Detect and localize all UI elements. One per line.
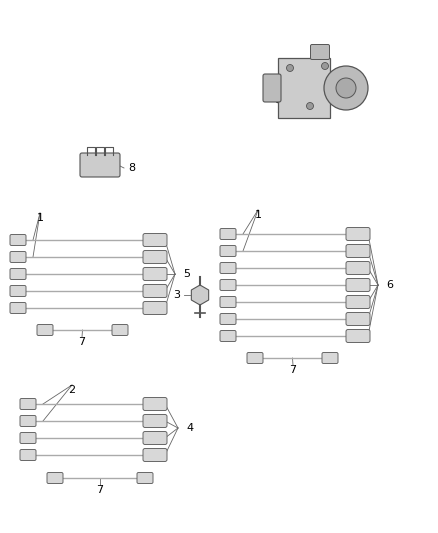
FancyBboxPatch shape xyxy=(10,252,26,262)
FancyBboxPatch shape xyxy=(47,472,63,483)
Text: 5: 5 xyxy=(183,269,190,279)
Text: 7: 7 xyxy=(96,485,103,495)
FancyBboxPatch shape xyxy=(143,268,167,280)
Text: 8: 8 xyxy=(128,163,135,173)
FancyBboxPatch shape xyxy=(20,416,36,426)
Text: 1: 1 xyxy=(36,213,43,223)
FancyBboxPatch shape xyxy=(10,286,26,296)
FancyBboxPatch shape xyxy=(10,303,26,313)
Polygon shape xyxy=(278,58,330,118)
FancyBboxPatch shape xyxy=(322,352,338,364)
FancyBboxPatch shape xyxy=(346,279,370,292)
FancyBboxPatch shape xyxy=(37,325,53,335)
FancyBboxPatch shape xyxy=(143,398,167,410)
FancyBboxPatch shape xyxy=(220,296,236,308)
FancyBboxPatch shape xyxy=(20,432,36,443)
FancyBboxPatch shape xyxy=(220,279,236,290)
FancyBboxPatch shape xyxy=(20,449,36,461)
FancyBboxPatch shape xyxy=(143,302,167,314)
FancyBboxPatch shape xyxy=(220,330,236,342)
FancyBboxPatch shape xyxy=(263,74,281,102)
FancyBboxPatch shape xyxy=(247,352,263,364)
Text: 7: 7 xyxy=(78,337,85,347)
FancyBboxPatch shape xyxy=(143,448,167,462)
Circle shape xyxy=(307,102,314,109)
FancyBboxPatch shape xyxy=(346,262,370,274)
FancyBboxPatch shape xyxy=(143,432,167,445)
FancyBboxPatch shape xyxy=(10,269,26,279)
FancyBboxPatch shape xyxy=(143,285,167,297)
Text: 10: 10 xyxy=(275,95,289,105)
FancyBboxPatch shape xyxy=(137,472,153,483)
FancyBboxPatch shape xyxy=(80,153,120,177)
Text: 9: 9 xyxy=(288,67,295,77)
FancyBboxPatch shape xyxy=(346,312,370,326)
FancyBboxPatch shape xyxy=(220,313,236,325)
Polygon shape xyxy=(191,285,208,305)
FancyBboxPatch shape xyxy=(112,325,128,335)
FancyBboxPatch shape xyxy=(143,233,167,246)
Text: 7: 7 xyxy=(290,365,297,375)
FancyBboxPatch shape xyxy=(220,246,236,256)
FancyBboxPatch shape xyxy=(220,262,236,273)
FancyBboxPatch shape xyxy=(346,329,370,343)
Circle shape xyxy=(321,62,328,69)
Text: 1: 1 xyxy=(254,210,261,220)
FancyBboxPatch shape xyxy=(143,415,167,427)
Text: 3: 3 xyxy=(173,290,180,300)
Circle shape xyxy=(324,66,368,110)
Text: 4: 4 xyxy=(186,423,193,433)
Text: 2: 2 xyxy=(68,385,76,395)
FancyBboxPatch shape xyxy=(311,44,329,60)
Text: 6: 6 xyxy=(386,280,393,290)
Circle shape xyxy=(336,78,356,98)
FancyBboxPatch shape xyxy=(346,228,370,240)
FancyBboxPatch shape xyxy=(20,399,36,409)
FancyBboxPatch shape xyxy=(143,251,167,263)
Circle shape xyxy=(286,64,293,71)
FancyBboxPatch shape xyxy=(10,235,26,246)
FancyBboxPatch shape xyxy=(220,229,236,239)
FancyBboxPatch shape xyxy=(346,245,370,257)
FancyBboxPatch shape xyxy=(346,295,370,309)
